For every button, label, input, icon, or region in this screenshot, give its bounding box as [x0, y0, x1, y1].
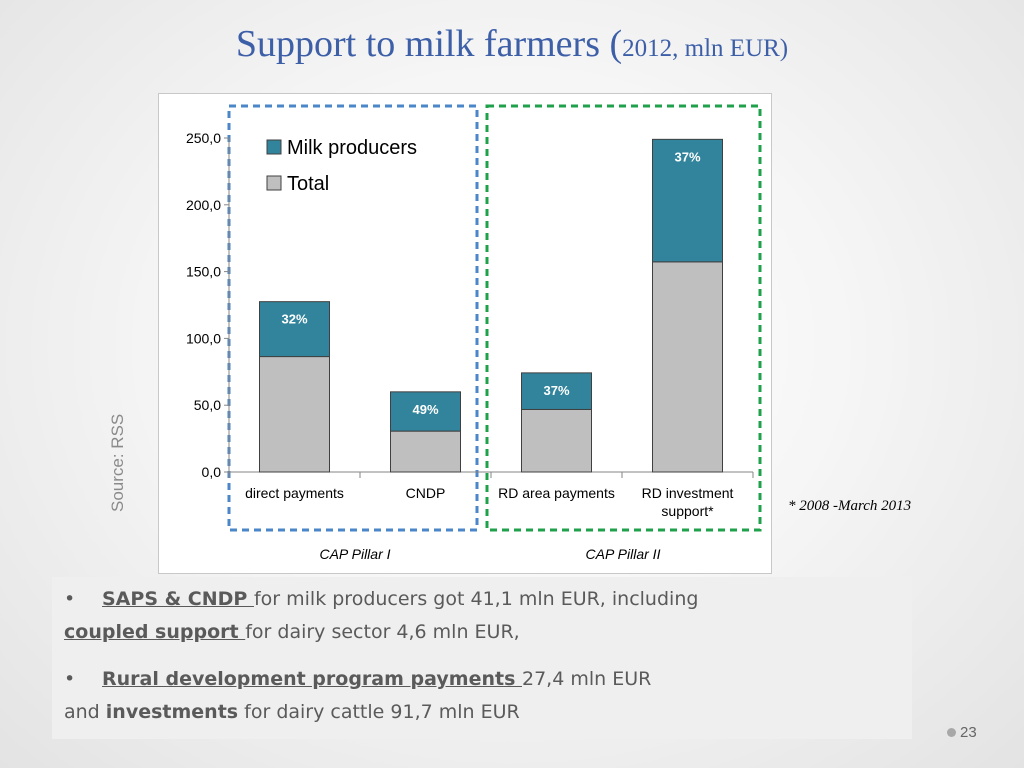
- bar-milk-producers: [390, 391, 461, 432]
- y-tick-label: 50,0: [194, 397, 221, 413]
- saps-cndp-term: SAPS & CNDP: [102, 588, 254, 610]
- x-tick-label: support*: [661, 503, 714, 519]
- bar-total: [652, 261, 723, 473]
- coupled-text: for dairy sector 4,6 mln EUR,: [245, 621, 520, 643]
- y-tick-label: 0,0: [202, 464, 222, 480]
- bar-milk-producers: [259, 301, 330, 358]
- pillar-2-box: [485, 104, 762, 532]
- chart-panel: 0,0 50,0 100,0 150,0 200,0 250,0 32% direct pay…: [158, 93, 772, 574]
- data-label: 37%: [543, 383, 569, 398]
- investments-text: for dairy cattle 91,7 mln EUR: [238, 701, 520, 723]
- legend-label: Milk producers: [287, 137, 417, 159]
- bullet: •: [64, 668, 76, 690]
- y-tick-label: 150,0: [186, 264, 221, 280]
- legend-swatch: [266, 139, 282, 155]
- and-text: and: [64, 701, 106, 723]
- coupled-support-term: coupled support: [64, 621, 246, 643]
- legend-label: Total: [287, 173, 329, 195]
- x-tick-label: RD investment: [642, 485, 734, 501]
- saps-text: for milk producers got 41,1 mln EUR, inc…: [253, 588, 699, 610]
- bar-milk-producers: [652, 138, 723, 263]
- group-label: CAP Pillar II: [586, 546, 661, 562]
- bar-total: [521, 408, 592, 473]
- x-tick-label: direct payments: [245, 485, 344, 501]
- title-main: Support to milk farmers (: [235, 23, 623, 65]
- slide-title: Support to milk farmers (2012, mln EUR): [0, 22, 1024, 66]
- data-label: 37%: [674, 149, 700, 164]
- bullet: •: [64, 588, 76, 610]
- y-tick-label: 250,0: [186, 130, 221, 146]
- text-box: • SAPS & CNDP for milk producers got 41,1…: [52, 577, 912, 739]
- paragraph-rdp: • Rural development program payments 27,4…: [64, 663, 900, 729]
- investments-term: investments: [105, 701, 239, 723]
- bar-total: [259, 356, 330, 473]
- page-number: 23: [960, 724, 977, 741]
- group-label: CAP Pillar I: [319, 546, 390, 562]
- footnote: * 2008 -March 2013: [788, 498, 912, 514]
- data-label: 32%: [281, 312, 307, 327]
- title-sub: 2012, mln EUR): [622, 35, 789, 62]
- rdp-term: Rural development program: [102, 668, 411, 690]
- rdp-amount: 27,4 mln EUR: [522, 668, 652, 690]
- x-tick-label: CNDP: [406, 485, 446, 501]
- payments-term: payments: [410, 668, 522, 690]
- bar-milk-producers: [521, 372, 592, 410]
- paragraph-saps: • SAPS & CNDP for milk producers got 41,1…: [64, 583, 900, 649]
- source-label: Source: RSS: [108, 413, 127, 512]
- y-tick-label: 200,0: [186, 197, 221, 213]
- x-tick-label: RD area payments: [498, 485, 615, 501]
- page-dot-icon: [947, 728, 956, 737]
- legend-swatch: [266, 175, 282, 191]
- bar-chart: 0,0 50,0 100,0 150,0 200,0 250,0 32% direct pay…: [186, 104, 762, 562]
- data-label: 49%: [412, 402, 438, 417]
- bar-total: [390, 430, 461, 473]
- y-tick-label: 100,0: [186, 330, 221, 346]
